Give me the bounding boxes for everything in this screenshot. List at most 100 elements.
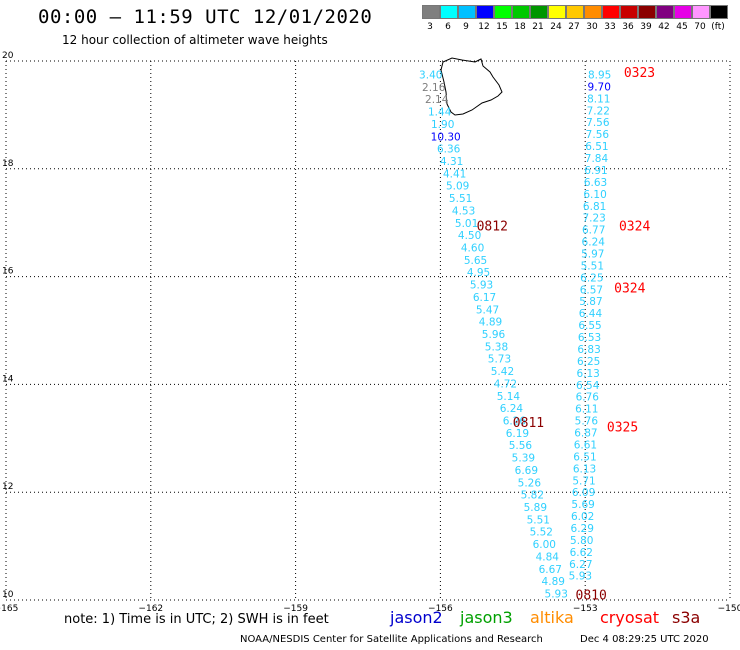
- color-swatch: [530, 5, 548, 19]
- pass-time-label: 0324: [614, 281, 645, 296]
- lon-tick-label: −162: [138, 604, 163, 614]
- wave-height-value: 5.14: [497, 391, 521, 403]
- wave-height-value: 5.38: [485, 341, 508, 353]
- wave-height-value: 5.51: [527, 514, 550, 526]
- generation-timestamp: Dec 4 08:29:25 UTC 2020: [580, 634, 709, 645]
- color-swatch: [710, 5, 728, 19]
- track-a-observations: 3.402.162.141.441.9010.306.364.314.415.0…: [419, 69, 568, 600]
- wave-height-value: 5.51: [581, 260, 604, 272]
- satellite-name-altika: altika: [530, 608, 574, 627]
- satellite-name-jason3: jason3: [460, 608, 513, 627]
- pass-time-label: 0323: [624, 66, 655, 81]
- wave-height-value: 4.31: [440, 156, 463, 168]
- page-subtitle: 12 hour collection of altimeter wave hei…: [62, 33, 328, 47]
- lon-tick-label: −159: [283, 604, 308, 614]
- wave-height-value: 6.24: [582, 237, 606, 249]
- pass-time-label: 0325: [607, 420, 638, 435]
- wave-height-value: 6.57: [580, 284, 603, 296]
- wave-height-value: 6.61: [574, 439, 597, 451]
- satellite-name-s3a: s3a: [672, 608, 701, 627]
- color-swatch: [494, 5, 512, 19]
- wave-height-value: 6.26: [503, 416, 527, 428]
- wave-height-value: 6.76: [576, 392, 600, 404]
- color-swatch: [656, 5, 674, 19]
- color-scale-label: 42: [658, 22, 670, 32]
- color-swatch: [674, 5, 692, 19]
- color-scale-label: 30: [586, 22, 598, 32]
- lon-tick-label: −165: [0, 604, 18, 614]
- color-swatch: [692, 5, 710, 19]
- color-scale-label: 21: [532, 22, 544, 32]
- wave-height-value: 6.63: [584, 177, 607, 189]
- color-scale-label: 36: [622, 22, 634, 32]
- lon-tick-label: −156: [428, 604, 453, 614]
- wave-height-value: 5.97: [581, 249, 604, 261]
- lat-tick-label: 12: [2, 482, 13, 492]
- wave-height-value: 1.90: [431, 119, 454, 131]
- wave-height-value: 6.27: [569, 559, 592, 571]
- satellite-name-jason2: jason2: [390, 608, 443, 627]
- axis-tick-labels: −165 −162 −159 −156 −153 −150 20 18 16 14 12 10: [0, 51, 740, 614]
- color-scale-label: 45: [676, 22, 688, 32]
- wave-height-value: 6.53: [578, 332, 601, 344]
- color-scale-label: 27: [568, 22, 580, 32]
- wave-height-value: 4.84: [536, 551, 560, 563]
- color-swatch: [422, 5, 440, 19]
- color-scale-label: 70: [694, 22, 706, 32]
- wave-height-value: 5.47: [476, 304, 499, 316]
- wave-height-value: 6.02: [571, 511, 594, 523]
- color-scale-label: 39: [640, 22, 652, 32]
- wave-height-value: 4.60: [461, 242, 484, 254]
- wave-height-value: 5.93: [545, 589, 568, 601]
- wave-height-value: 6.77: [582, 225, 605, 237]
- satellite-name-cryosat: cryosat: [600, 608, 660, 627]
- wave-height-value: 6.19: [506, 428, 529, 440]
- wave-height-value: 6.87: [574, 428, 597, 440]
- wave-height-value: 5.87: [579, 296, 602, 308]
- lon-tick-label: −153: [573, 604, 598, 614]
- wave-height-value: 4.41: [443, 168, 466, 180]
- wave-height-value: 8.95: [588, 69, 611, 81]
- wave-height-value: 6.24: [500, 403, 524, 415]
- lon-tick-label: −150: [718, 604, 740, 614]
- pass-time-labels: 0323 0812 0324 0324 0811 0325 0810: [477, 66, 656, 604]
- wave-height-value: 6.62: [570, 547, 593, 559]
- map-grid: [5, 60, 731, 601]
- wave-height-value: 5.80: [570, 535, 593, 547]
- color-swatch: [512, 5, 530, 19]
- lat-tick-label: 20: [2, 51, 14, 61]
- page-title: 00:00 – 11:59 UTC 12/01/2020: [38, 6, 373, 28]
- wave-height-value: 5.73: [488, 354, 511, 366]
- color-scale-label: 15: [496, 22, 508, 32]
- wave-height-value: 5.89: [524, 502, 547, 514]
- wave-height-value: 6.25: [577, 356, 600, 368]
- wave-height-value: 6.29: [571, 523, 594, 535]
- wave-height-value: 5.39: [512, 453, 535, 465]
- pass-time-label: 0811: [513, 416, 544, 431]
- wave-height-value: 6.55: [578, 320, 601, 332]
- wave-height-value: 7.22: [587, 105, 610, 117]
- wave-height-value: 6.11: [575, 404, 598, 416]
- wave-height-value: 6.10: [583, 189, 606, 201]
- color-swatch: [476, 5, 494, 19]
- lat-tick-label: 16: [2, 267, 14, 277]
- color-scale-label: 33: [604, 22, 616, 32]
- wave-height-value: 5.56: [509, 440, 533, 452]
- credit-line: NOAA/NESDIS Center for Satellite Applica…: [240, 634, 543, 645]
- lat-tick-label: 14: [2, 374, 14, 384]
- wave-height-value: 2.16: [422, 82, 446, 94]
- wave-height-value: 5.26: [518, 477, 542, 489]
- wave-height-value: 7.84: [585, 153, 609, 165]
- wave-height-value: 5.82: [521, 490, 544, 502]
- coastline: [440, 57, 503, 116]
- wave-height-value: 4.95: [467, 267, 490, 279]
- wave-height-value: 5.96: [482, 329, 506, 341]
- wave-height-value: 1.44: [428, 107, 452, 119]
- wave-height-value: 6.51: [585, 141, 608, 153]
- wave-height-value: 5.51: [449, 193, 472, 205]
- color-scale-label: 3: [427, 22, 433, 32]
- pass-time-label: 0324: [619, 219, 650, 234]
- wave-height-value: 4.50: [458, 230, 481, 242]
- wave-height-value: 5.71: [572, 475, 595, 487]
- color-swatch: [584, 5, 602, 19]
